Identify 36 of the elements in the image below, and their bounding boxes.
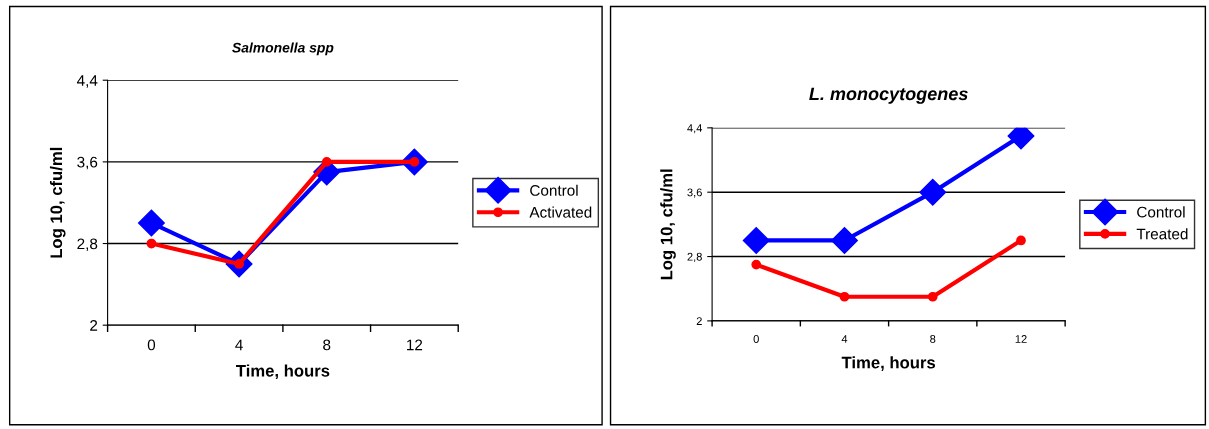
- x-axis-title: Time, hours: [841, 356, 936, 371]
- y-tick-label: 2,8: [77, 238, 98, 252]
- y-tick-label: 3,6: [687, 188, 702, 198]
- legend-label: Activated: [529, 206, 592, 218]
- point: [919, 178, 947, 206]
- legend-label: Treated: [1136, 228, 1188, 240]
- point: [137, 209, 165, 237]
- point: [831, 226, 858, 254]
- x-tick-label: 0: [753, 335, 759, 343]
- point: [146, 238, 157, 249]
- x-tick-label: 12: [407, 339, 423, 351]
- y-tick-label: 3,6: [77, 156, 98, 170]
- point: [839, 291, 850, 302]
- y-tick-label: 4,4: [687, 124, 703, 134]
- x-tick-label: 0: [147, 339, 156, 351]
- y-axis-title: Log 10, cfu/ml: [49, 147, 66, 258]
- point: [742, 226, 770, 254]
- y-axis-title: Log 10, cfu/ml: [660, 169, 676, 280]
- legend-label: Control: [530, 184, 578, 196]
- point: [751, 259, 762, 270]
- x-tick-label: 8: [930, 335, 936, 343]
- x-tick-label: 8: [323, 339, 331, 351]
- point: [927, 291, 938, 302]
- y-tick-label: 4,4: [76, 75, 98, 88]
- chart-title: L. monocytogenes: [809, 87, 968, 104]
- x-tick-label: 12: [1015, 335, 1027, 343]
- x-axis-title: Time, hours: [236, 364, 330, 380]
- legend-label: Control: [1137, 206, 1185, 218]
- y-tick-label: 2,8: [687, 252, 702, 262]
- y-tick-label: 2: [90, 320, 98, 331]
- point: [1016, 235, 1026, 246]
- point: [321, 157, 332, 167]
- chart-title: Salmonella spp: [232, 42, 334, 56]
- y-tick-label: 2: [696, 317, 702, 325]
- x-tick-label: 4: [841, 335, 848, 343]
- x-tick-label: 4: [235, 339, 243, 351]
